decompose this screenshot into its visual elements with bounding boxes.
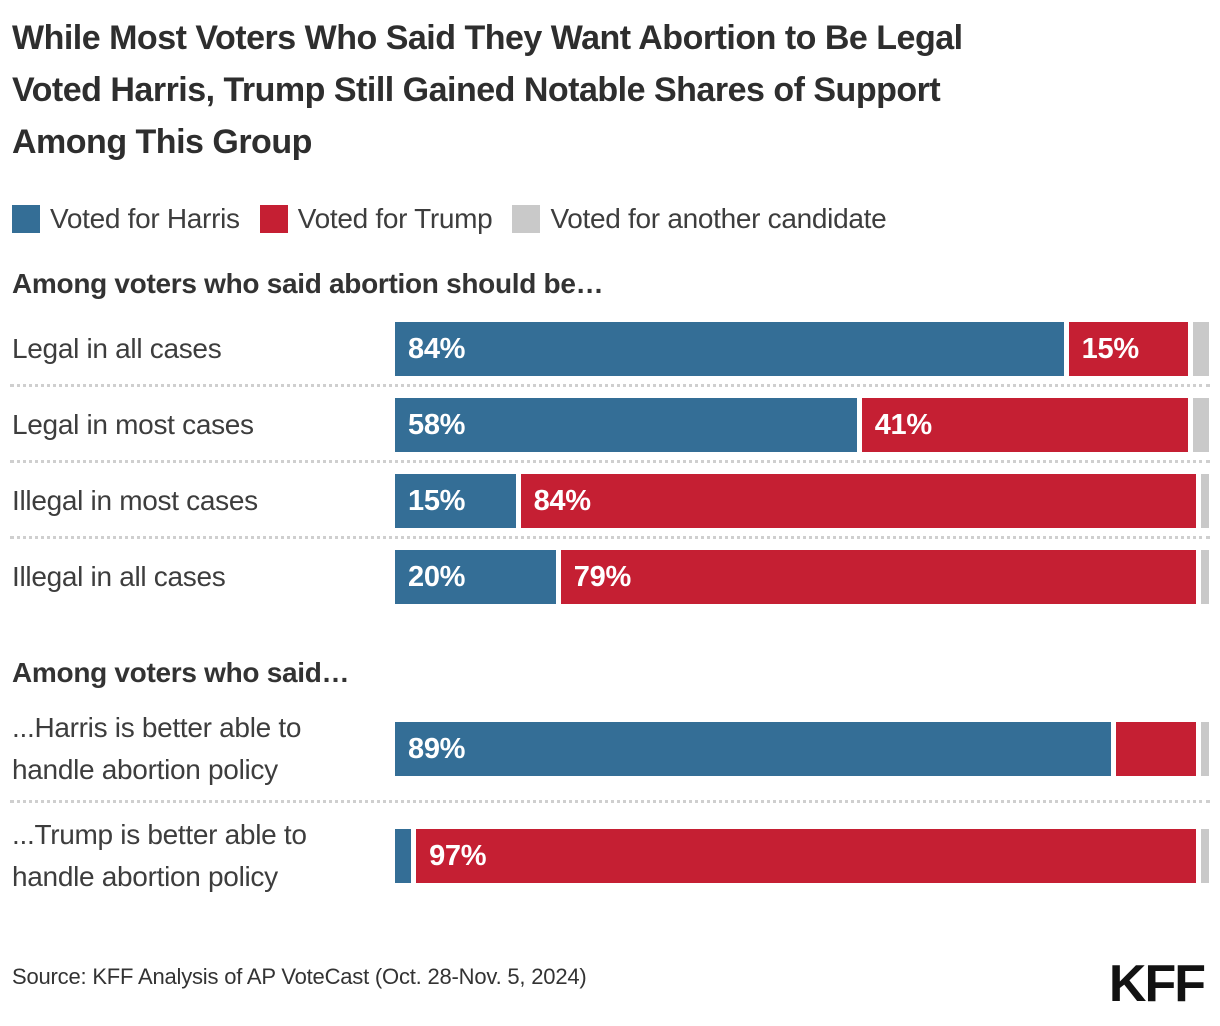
trump-bar-segment: 79%	[560, 550, 1196, 604]
chart-row-illegal-all: Illegal in all cases 20% 79%	[12, 550, 1209, 604]
legend-item-other: Voted for another candidate	[512, 203, 887, 235]
trump-swatch-icon	[259, 205, 288, 233]
trump-bar-segment: 15%	[1068, 322, 1189, 376]
bar-track: 84% 15%	[395, 322, 1209, 376]
harris-swatch-icon	[12, 205, 40, 233]
section-header-better-handle: Among voters who said…	[12, 657, 350, 688]
trump-bar-value: 41%	[874, 408, 932, 441]
source-note: Source: KFF Analysis of AP VoteCast (Oct…	[12, 964, 587, 989]
harris-bar-value: 84%	[408, 332, 466, 365]
harris-bar-segment	[395, 829, 412, 883]
chart-title-line-3: Among This Group	[12, 123, 312, 161]
harris-bar-value: 20%	[408, 560, 466, 593]
kff-logo: KFF	[1108, 955, 1206, 1013]
legend: Voted for Harris Voted for Trump Voted f…	[12, 203, 887, 235]
trump-bar-value: 79%	[573, 560, 631, 593]
harris-bar-value: 89%	[408, 732, 466, 765]
other-swatch-icon	[512, 205, 541, 233]
row-separator	[10, 536, 1210, 539]
trump-bar-segment: 97%	[416, 829, 1196, 883]
trump-bar-value: 84%	[533, 484, 591, 517]
bar-track: 15% 84%	[395, 474, 1209, 528]
trump-bar-value: 15%	[1081, 332, 1139, 365]
legend-item-harris: Voted for Harris	[12, 203, 240, 235]
chart-row-harris-better: ...Harris is better able to handle abort…	[12, 712, 1209, 785]
trump-bar-segment: 84%	[520, 474, 1196, 528]
chart-row-trump-better: ...Trump is better able to handle aborti…	[12, 819, 1209, 892]
trump-bar-segment	[1115, 722, 1196, 776]
bar-track: 89%	[395, 722, 1209, 776]
row-separator	[10, 800, 1210, 803]
legend-label-other: Voted for another candidate	[550, 203, 887, 234]
row-label: ...Harris is better able to handle abort…	[12, 712, 302, 785]
harris-bar-segment: 89%	[395, 722, 1111, 776]
row-label: ...Trump is better able to handle aborti…	[12, 819, 307, 892]
row-label: Legal in all cases	[12, 333, 222, 364]
trump-bar-value: 97%	[429, 839, 487, 872]
other-bar-segment	[1193, 398, 1209, 452]
other-bar-segment	[1200, 550, 1209, 604]
row-separator	[10, 460, 1210, 463]
chart-title-line-2: Voted Harris, Trump Still Gained Notable…	[12, 71, 941, 109]
legend-item-trump: Voted for Trump	[259, 203, 493, 235]
other-bar-segment	[1200, 829, 1209, 883]
legend-label-harris: Voted for Harris	[50, 203, 240, 234]
harris-bar-segment: 15%	[395, 474, 516, 528]
other-bar-segment	[1200, 474, 1209, 528]
bar-track: 97%	[395, 829, 1209, 883]
row-separator	[10, 384, 1210, 387]
harris-bar-segment: 84%	[395, 322, 1064, 376]
chart-title-line-1: While Most Voters Who Said They Want Abo…	[12, 19, 963, 57]
chart-row-illegal-most: Illegal in most cases 15% 84%	[12, 474, 1209, 528]
harris-bar-value: 58%	[408, 408, 466, 441]
chart-row-legal-most: Legal in most cases 58% 41%	[12, 398, 1209, 452]
chart-row-legal-all: Legal in all cases 84% 15%	[12, 322, 1209, 376]
chart-title: While Most Voters Who Said They Want Abo…	[12, 12, 1208, 168]
row-label: Legal in most cases	[12, 409, 254, 440]
trump-bar-segment: 41%	[861, 398, 1189, 452]
row-label: Illegal in all cases	[12, 561, 226, 592]
harris-bar-segment: 20%	[395, 550, 556, 604]
legend-label-trump: Voted for Trump	[297, 203, 493, 234]
other-bar-segment	[1193, 322, 1209, 376]
harris-bar-value: 15%	[408, 484, 466, 517]
harris-bar-segment: 58%	[395, 398, 857, 452]
bar-track: 20% 79%	[395, 550, 1209, 604]
bar-track: 58% 41%	[395, 398, 1209, 452]
other-bar-segment	[1200, 722, 1209, 776]
row-label: Illegal in most cases	[12, 485, 258, 516]
section-header-abortion-stance: Among voters who said abortion should be…	[12, 268, 604, 299]
